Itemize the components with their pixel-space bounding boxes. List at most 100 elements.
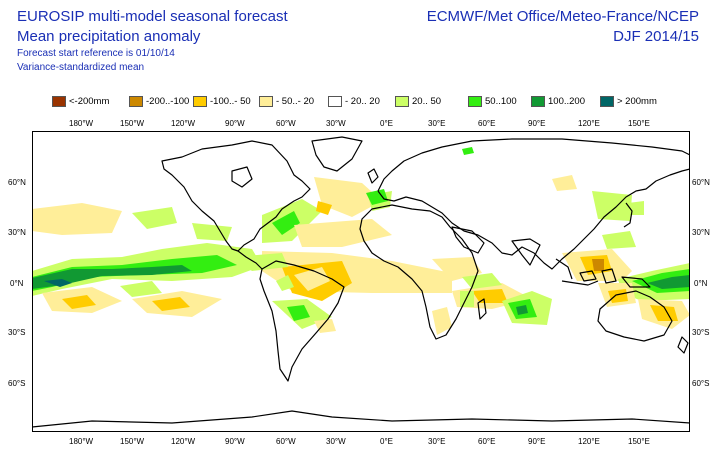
legend-label: 20.. 50 bbox=[412, 95, 442, 107]
coastline bbox=[511, 238, 541, 266]
anomaly-region bbox=[462, 273, 502, 289]
anomaly-region bbox=[294, 267, 330, 291]
lat-label-right: 30°S bbox=[692, 328, 710, 337]
lon-label-top: 0°E bbox=[380, 119, 393, 128]
coastline bbox=[477, 298, 487, 320]
anomaly-region bbox=[152, 297, 190, 311]
anomaly-region bbox=[647, 275, 690, 289]
anomaly-region bbox=[62, 295, 96, 309]
anomaly-region bbox=[32, 203, 122, 235]
anomaly-region bbox=[650, 305, 678, 321]
legend: <-200mm -200..-100 -100..- 50 - 50..- 20… bbox=[52, 94, 692, 108]
anomaly-region bbox=[192, 223, 232, 241]
anomaly-region bbox=[592, 191, 632, 221]
coastline bbox=[677, 336, 689, 354]
provider-label: ECMWF/Met Office/Meteo-France/NCEP bbox=[426, 8, 699, 25]
legend-item: -100..- 50 bbox=[193, 94, 251, 108]
period-label: DJF 2014/15 bbox=[613, 28, 699, 45]
anomaly-region bbox=[44, 279, 72, 287]
lon-label-top: 90°E bbox=[528, 119, 546, 128]
coastline bbox=[451, 226, 485, 254]
legend-label: <-200mm bbox=[69, 95, 110, 107]
legend-item: 100..200 bbox=[531, 94, 585, 108]
lat-label-right: 60°N bbox=[692, 178, 710, 187]
anomaly-region bbox=[552, 175, 577, 191]
anomaly-region bbox=[460, 291, 474, 307]
coastline bbox=[367, 168, 379, 184]
legend-swatch bbox=[395, 95, 409, 107]
legend-label: > 200mm bbox=[617, 95, 657, 107]
legend-item: > 200mm bbox=[600, 94, 657, 108]
lat-label-left: 30°N bbox=[8, 228, 26, 237]
lon-label-top: 120°W bbox=[171, 119, 196, 128]
lon-label-top: 120°E bbox=[578, 119, 600, 128]
lon-label-bottom: 120°E bbox=[578, 437, 600, 446]
coastline bbox=[32, 410, 690, 428]
coastline bbox=[561, 268, 651, 288]
lon-label-bottom: 30°W bbox=[326, 437, 346, 446]
anomaly-region bbox=[32, 265, 192, 289]
coastline bbox=[359, 204, 479, 340]
anomaly-region bbox=[316, 201, 332, 215]
coastline bbox=[597, 290, 673, 342]
legend-swatch bbox=[129, 95, 143, 107]
method-label: Variance-standardized mean bbox=[17, 62, 145, 73]
map-frame bbox=[32, 131, 690, 432]
anomaly-region bbox=[432, 307, 452, 335]
anomaly-region bbox=[472, 289, 508, 303]
legend-swatch bbox=[600, 95, 614, 107]
lon-label-top: 90°W bbox=[225, 119, 245, 128]
lon-label-bottom: 120°W bbox=[171, 437, 196, 446]
coastline bbox=[623, 202, 633, 228]
lat-label-left: 60°N bbox=[8, 178, 26, 187]
coastline bbox=[161, 140, 311, 252]
lon-label-bottom: 90°W bbox=[225, 437, 245, 446]
legend-label: -100..- 50 bbox=[210, 95, 251, 107]
lat-label-right: 60°S bbox=[692, 379, 710, 388]
lon-label-top: 30°E bbox=[428, 119, 446, 128]
anomaly-region bbox=[272, 211, 300, 235]
anomaly-region bbox=[432, 257, 482, 281]
map-title-line1: EUROSIP multi-model seasonal forecast bbox=[17, 8, 288, 25]
lon-label-bottom: 60°E bbox=[478, 437, 496, 446]
lat-label-left: 0°N bbox=[10, 279, 24, 288]
anomaly-region bbox=[366, 189, 388, 205]
legend-label: 100..200 bbox=[548, 95, 585, 107]
lon-label-top: 180°W bbox=[69, 119, 94, 128]
lon-label-top: 30°W bbox=[326, 119, 346, 128]
lon-label-bottom: 150°W bbox=[120, 437, 145, 446]
coastline bbox=[555, 258, 573, 280]
anomaly-region bbox=[462, 147, 474, 155]
forecast-reference: Forecast start reference is 01/10/14 bbox=[17, 48, 175, 59]
coastline bbox=[231, 166, 253, 188]
legend-item: 50..100 bbox=[468, 94, 517, 108]
precipitation-anomaly-map bbox=[32, 131, 690, 432]
legend-item: -200..-100 bbox=[129, 94, 189, 108]
legend-label: -200..-100 bbox=[146, 95, 190, 107]
legend-swatch bbox=[259, 95, 273, 107]
legend-item: - 50..- 20 bbox=[259, 94, 314, 108]
legend-swatch bbox=[468, 95, 482, 107]
legend-swatch bbox=[531, 95, 545, 107]
lon-label-bottom: 30°E bbox=[428, 437, 446, 446]
lon-label-bottom: 0°E bbox=[380, 437, 393, 446]
lon-label-bottom: 150°E bbox=[628, 437, 650, 446]
coastline bbox=[377, 168, 690, 270]
legend-item: 20.. 50 bbox=[395, 94, 441, 108]
legend-swatch bbox=[193, 95, 207, 107]
coastline bbox=[259, 260, 345, 382]
legend-item: - 20.. 20 bbox=[328, 94, 380, 108]
lon-label-top: 60°E bbox=[478, 119, 496, 128]
lat-label-left: 30°S bbox=[8, 328, 26, 337]
anomaly-region bbox=[287, 305, 310, 321]
anomaly-region bbox=[602, 231, 636, 249]
coastline bbox=[377, 138, 690, 192]
legend-swatch bbox=[52, 95, 66, 107]
anomaly-region bbox=[592, 259, 604, 271]
legend-swatch bbox=[328, 95, 342, 107]
lat-label-right: 30°N bbox=[692, 228, 710, 237]
legend-label: - 20.. 20 bbox=[345, 95, 380, 107]
map-title-line2: Mean precipitation anomaly bbox=[17, 28, 201, 45]
anomaly-region bbox=[132, 207, 177, 229]
lat-label-right: 0°N bbox=[694, 279, 708, 288]
